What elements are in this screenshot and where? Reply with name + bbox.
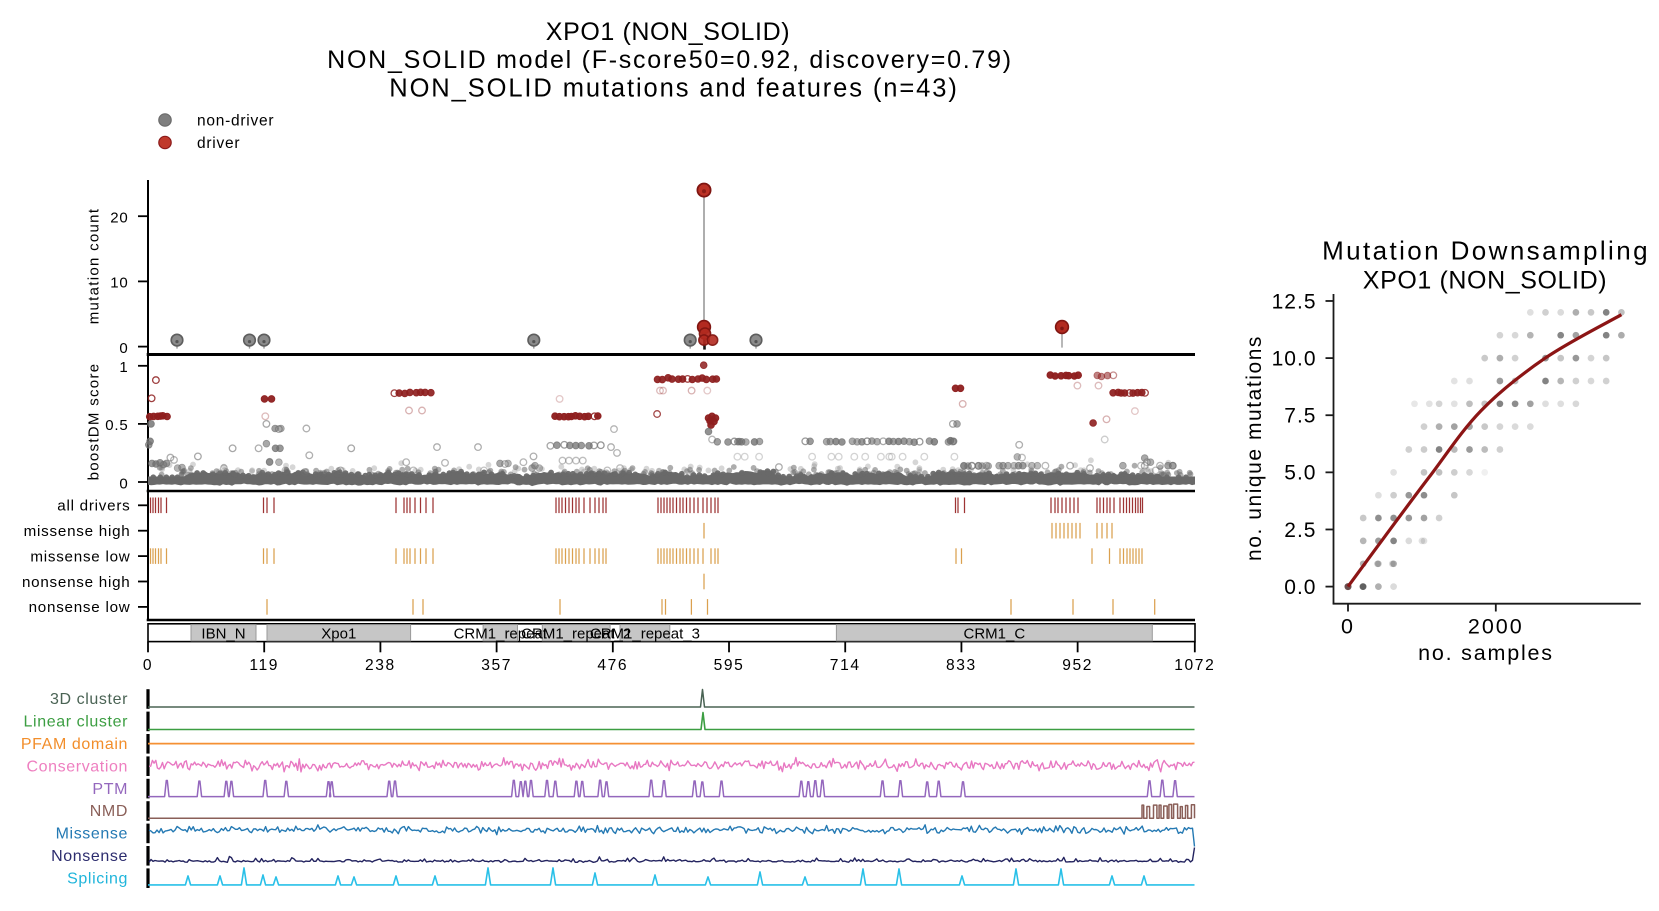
svg-text:7.5: 7.5 [1284,405,1316,428]
svg-text:PTM: PTM [92,781,128,798]
svg-text:714: 714 [830,657,861,674]
svg-text:10.0: 10.0 [1272,347,1317,370]
svg-text:no. samples: no. samples [1418,641,1554,665]
svg-text:NON_SOLID mutations and featur: NON_SOLID mutations and features (n=43) [389,75,958,103]
svg-text:10: 10 [110,275,128,292]
svg-text:0: 0 [119,340,128,357]
svg-text:NON_SOLID model (F-score50=0.9: NON_SOLID model (F-score50=0.92, discove… [327,46,1013,74]
svg-text:NMD: NMD [90,803,128,820]
svg-text:119: 119 [249,657,279,674]
svg-text:XPO1 (NON_SOLID): XPO1 (NON_SOLID) [1363,267,1607,295]
svg-text:595: 595 [714,657,745,674]
svg-text:missense low: missense low [30,548,130,565]
svg-text:CRM1_repeat_2: CRM1_repeat_2 [521,626,631,643]
svg-text:0.0: 0.0 [1284,576,1316,599]
svg-text:3D cluster: 3D cluster [50,691,128,708]
svg-text:XPO1 (NON_SOLID): XPO1 (NON_SOLID) [546,18,790,46]
svg-text:1072: 1072 [1174,657,1215,674]
svg-text:1: 1 [119,359,128,376]
svg-text:all drivers: all drivers [57,498,130,515]
svg-text:boostDM score: boostDM score [86,363,103,481]
svg-text:476: 476 [597,657,628,674]
svg-text:0: 0 [1341,615,1355,639]
svg-text:Conservation: Conservation [27,758,128,775]
svg-text:non-driver: non-driver [197,113,274,130]
svg-text:952: 952 [1062,657,1093,674]
svg-text:2000: 2000 [1468,615,1524,639]
svg-text:no. unique mutations: no. unique mutations [1243,335,1266,561]
svg-text:2.5: 2.5 [1284,519,1316,542]
svg-text:mutation count: mutation count [86,208,103,325]
svg-text:Linear cluster: Linear cluster [24,714,129,731]
svg-text:PFAM domain: PFAM domain [21,736,128,753]
svg-text:357: 357 [481,657,512,674]
svg-text:Splicing: Splicing [67,870,128,887]
svg-text:238: 238 [365,657,396,674]
svg-text:Missense: Missense [56,826,128,843]
svg-text:nonsense high: nonsense high [22,574,131,591]
svg-text:CRM1_C: CRM1_C [964,626,1026,643]
svg-text:20: 20 [110,210,128,227]
svg-text:833: 833 [946,657,977,674]
svg-text:nonsense low: nonsense low [29,599,131,616]
svg-text:CRM1_repeat: CRM1_repeat [454,626,548,643]
svg-text:12.5: 12.5 [1272,290,1317,313]
svg-text:5.0: 5.0 [1284,462,1316,485]
svg-text:Mutation Downsampling: Mutation Downsampling [1322,236,1650,266]
svg-text:Xpo1: Xpo1 [321,626,356,643]
svg-text:driver: driver [197,135,240,152]
svg-text:0.5: 0.5 [105,417,128,434]
svg-text:CRM1_repeat_3: CRM1_repeat_3 [590,626,700,643]
svg-text:0: 0 [119,475,128,492]
svg-text:0: 0 [143,657,153,674]
svg-text:Nonsense: Nonsense [51,848,128,865]
svg-text:missense high: missense high [24,523,131,540]
svg-text:IBN_N: IBN_N [201,626,245,643]
